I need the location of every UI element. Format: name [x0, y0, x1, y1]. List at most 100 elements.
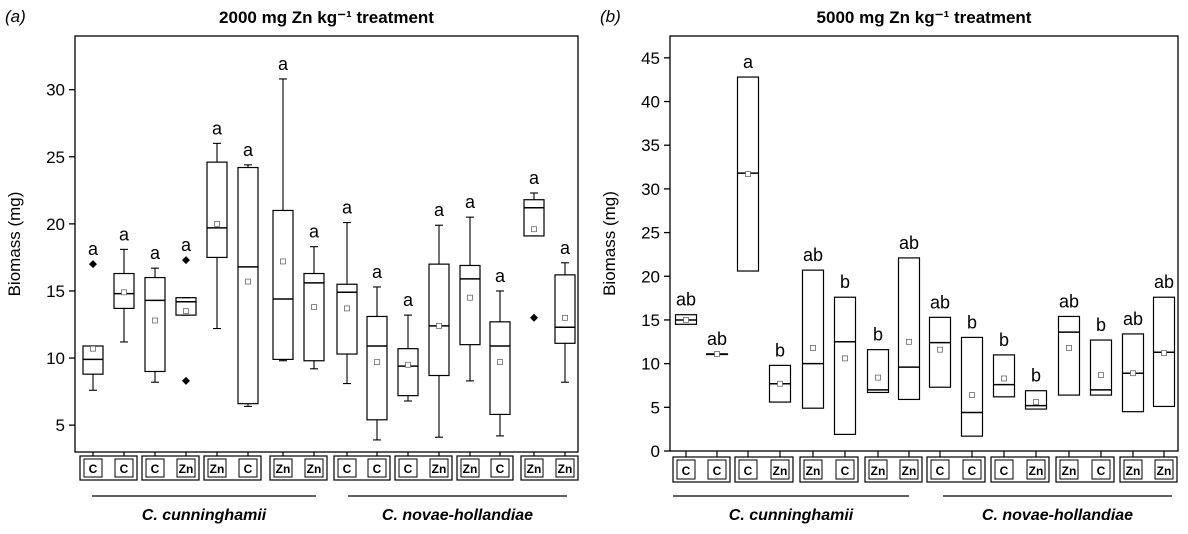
significance-letter: b: [873, 325, 883, 345]
mean-marker: [1066, 345, 1072, 351]
mean-marker: [810, 345, 816, 351]
significance-letter: a: [560, 238, 571, 258]
significance-letter: a: [465, 192, 476, 212]
category-cell: [176, 458, 196, 478]
box-iqr: [1057, 315, 1081, 396]
mean-marker: [1161, 350, 1167, 356]
x-category-label: Zn: [871, 464, 886, 478]
mean-marker: [937, 346, 943, 353]
mean-marker: [152, 317, 158, 324]
mean-marker: [1033, 399, 1039, 405]
box-14: b: [1089, 315, 1113, 396]
category-cell: [145, 458, 165, 478]
y-tick-label: 25: [641, 224, 660, 243]
box-3: a: [736, 52, 760, 272]
category-pair-frame: [672, 456, 731, 483]
box-iqr: [897, 257, 921, 401]
category-cell: [1026, 459, 1046, 480]
box-iqr: [336, 283, 358, 355]
mean-marker: [90, 345, 96, 352]
significance-letter: a: [342, 198, 353, 218]
x-category-label: Zn: [1157, 464, 1172, 478]
significance-letter: b: [775, 340, 785, 360]
box-iqr: [928, 316, 952, 388]
box-iqr: [1089, 339, 1113, 396]
y-axis-label: Biomass (mg): [5, 192, 24, 297]
significance-letter: a: [212, 118, 223, 138]
y-tick-label: 10: [641, 355, 660, 374]
box-iqr: [206, 161, 228, 259]
box-1: ab: [674, 290, 698, 325]
box-5: a: [206, 118, 228, 330]
box-7: a: [272, 54, 294, 362]
category-cell: [1059, 459, 1079, 480]
outlier-marker: [182, 256, 190, 265]
y-tick-label: 15: [641, 311, 660, 330]
box-15: a: [523, 168, 545, 322]
category-cell: [524, 458, 544, 478]
y-tick-label: 25: [46, 148, 65, 167]
category-cell: [738, 459, 758, 480]
category-cell: [868, 459, 888, 480]
category-pair-frame: [990, 456, 1050, 483]
significance-letter: ab: [1154, 272, 1174, 292]
box-10: b: [960, 312, 984, 437]
group-label: C. novae-hollandiae: [982, 507, 1133, 524]
box-iqr: [992, 354, 1016, 398]
category-pair-frame: [394, 455, 453, 481]
x-category-label: Zn: [432, 462, 447, 476]
category-cell: [707, 459, 727, 480]
box-4: a: [175, 235, 197, 385]
category-pair-frame: [79, 455, 138, 481]
significance-letter: a: [495, 266, 506, 286]
group-label: C. cunninghamii: [729, 507, 854, 524]
significance-letter: b: [840, 272, 850, 292]
box-15: ab: [1121, 309, 1145, 413]
x-category-label: C: [744, 464, 753, 478]
box-iqr: [237, 166, 259, 405]
x-category-label: C: [936, 464, 945, 478]
x-category-label: C: [151, 462, 160, 476]
category-cell: [207, 458, 227, 478]
mean-marker: [1001, 375, 1007, 382]
box-iqr: [736, 76, 760, 272]
box-3: a: [144, 243, 166, 383]
chart-panel-a: (a) 2000 mg Zn kg⁻¹ treatment 5 10 15 20 25 30 B…: [5, 7, 579, 524]
x-category-label: C: [682, 464, 691, 478]
category-cell: [337, 458, 357, 478]
x-category-label: C: [373, 462, 382, 476]
box-iqr: [554, 274, 576, 344]
box-16: ab: [1152, 272, 1176, 408]
box-8: a: [303, 222, 325, 370]
box-iqr: [175, 297, 197, 316]
significance-letter: b: [1031, 366, 1041, 386]
category-cell: [1091, 459, 1111, 480]
category-cell: [676, 459, 696, 480]
box-iqr: [801, 269, 825, 409]
box-9: a: [336, 198, 358, 385]
significance-letter: a: [403, 290, 414, 310]
y-tick-label: 20: [641, 267, 660, 286]
x-category-label: C: [713, 464, 722, 478]
box-2: a: [113, 224, 135, 343]
mean-marker: [405, 361, 411, 368]
category-pair-frame: [1119, 456, 1178, 483]
category-pair-frame: [456, 455, 514, 481]
y-tick-label: 0: [651, 442, 660, 461]
y-tick-label: 5: [651, 398, 660, 417]
category-pair-frame: [864, 456, 923, 483]
y-tick-label: 20: [46, 215, 65, 234]
group-label: C. cunninghamii: [142, 507, 267, 524]
mean-marker: [245, 278, 251, 285]
x-category-label: C: [1097, 464, 1106, 478]
box-iqr: [428, 263, 450, 377]
significance-letter: ab: [1059, 291, 1079, 311]
significance-letter: ab: [707, 329, 727, 349]
mean-marker: [214, 221, 220, 227]
category-cell: [304, 458, 324, 478]
mean-marker: [875, 374, 881, 381]
x-category-label: Zn: [1062, 464, 1077, 478]
box-7: b: [866, 325, 890, 394]
category-pair-frame: [926, 456, 986, 483]
